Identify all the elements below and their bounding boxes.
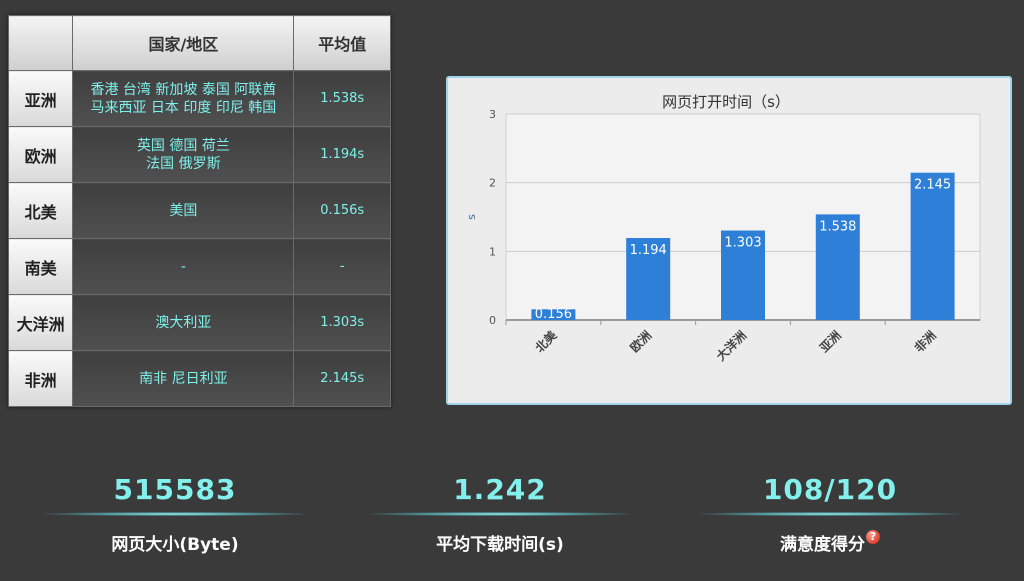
table-row: 非洲 南非 尼日利亚 2.145s: [7, 350, 391, 407]
region-name: 亚洲: [7, 70, 74, 127]
table-row: 南美 - -: [7, 238, 391, 295]
table-row: 欧洲 英国 德国 荷兰 法国 俄罗斯 1.194s: [7, 126, 391, 183]
bar-chart: 网页打开时间（s） s 0 1 2 3 0.156 北美 1.194 欧洲 1.303 大洋洲 1.…: [465, 93, 981, 364]
stat-divider: [45, 512, 305, 516]
bar: [910, 172, 955, 320]
y-axis-label: s: [465, 214, 478, 220]
region-countries: 美国: [72, 182, 295, 239]
y-tick-label: 0: [489, 314, 496, 327]
data-label: 1.303: [724, 236, 761, 251]
region-countries: 英国 德国 荷兰 法国 俄罗斯: [72, 126, 295, 183]
satisfaction-label-wrap: 满意度得分?: [700, 530, 960, 555]
region-name: 北美: [7, 182, 74, 239]
countries-line: 澳大利亚: [155, 314, 212, 331]
countries-line: 英国 德国 荷兰: [136, 137, 230, 154]
satisfaction-value: 108/120: [762, 473, 898, 506]
countries-line: 南非 尼日利亚: [139, 370, 228, 387]
chart-panel: 网页打开时间（s） s 0 1 2 3 0.156 北美 1.194 欧洲 1.303 大洋洲 1.…: [446, 76, 1012, 405]
header-countries: 国家/地区: [72, 15, 295, 71]
region-average: 0.156s: [293, 182, 391, 239]
chart-title: 网页打开时间（s）: [662, 93, 790, 111]
region-name: 非洲: [7, 350, 74, 407]
header-average: 平均值: [293, 15, 391, 71]
region-table: 国家/地区 平均值 亚洲 香港 台湾 新加坡 泰国 阿联酋 马来西亚 日本 印度 …: [7, 15, 391, 407]
y-tick-label: 1: [489, 245, 496, 258]
bar: [721, 230, 765, 320]
countries-line: 马来西亚 日本 印度 印尼 韩国: [90, 99, 277, 116]
region-average: -: [293, 238, 391, 295]
y-tick-label: 3: [489, 108, 496, 121]
countries-line: 美国: [169, 202, 198, 219]
region-name: 大洋洲: [7, 294, 74, 351]
countries-line: 法国 俄罗斯: [146, 155, 221, 172]
x-tick-label: 欧洲: [627, 328, 655, 356]
page-size-value: 515583: [113, 473, 237, 506]
page-size-label: 网页大小(Byte): [111, 535, 239, 555]
plot-area: 0 1 2 3 0.156 北美 1.194 欧洲 1.303 大洋洲 1.538 亚洲 2.145 非洲: [489, 108, 981, 364]
x-tick-label: 亚洲: [817, 328, 844, 355]
region-average: 1.194s: [293, 126, 391, 183]
region-average: 1.538s: [293, 70, 391, 127]
bar: [626, 238, 671, 320]
table-header-row: 国家/地区 平均值: [7, 15, 391, 71]
data-label: 1.538: [819, 219, 856, 234]
x-tick-label: 非洲: [911, 328, 939, 356]
stat-divider: [700, 512, 960, 516]
table-row: 北美 美国 0.156s: [7, 182, 391, 239]
stat-divider: [370, 512, 630, 516]
region-name: 南美: [7, 238, 74, 295]
table-row: 大洋洲 澳大利亚 1.303s: [7, 294, 391, 351]
data-label: 1.194: [630, 243, 667, 258]
question-icon[interactable]: ?: [866, 530, 880, 544]
y-tick-label: 2: [489, 177, 496, 190]
stat-page-size: 515583 网页大小(Byte): [45, 470, 305, 555]
region-average: 1.303s: [293, 294, 391, 351]
region-countries: 香港 台湾 新加坡 泰国 阿联酋 马来西亚 日本 印度 印尼 韩国: [72, 70, 295, 127]
data-label: 0.156: [535, 307, 572, 322]
stat-satisfaction: 108/120 满意度得分?: [700, 470, 960, 555]
stat-avg-download: 1.242 平均下载时间(s): [370, 470, 630, 555]
bar: [531, 309, 576, 320]
x-tick-label: 北美: [532, 327, 560, 355]
table-row: 亚洲 香港 台湾 新加坡 泰国 阿联酋 马来西亚 日本 印度 印尼 韩国 1.53…: [7, 70, 391, 127]
header-corner: [7, 15, 74, 71]
data-label: 2.145: [914, 178, 951, 193]
region-countries: 南非 尼日利亚: [72, 350, 295, 407]
region-name: 欧洲: [7, 126, 74, 183]
avg-download-label: 平均下载时间(s): [436, 535, 564, 555]
countries-line: 香港 台湾 新加坡 泰国 阿联酋: [90, 81, 277, 98]
region-countries: -: [72, 238, 295, 295]
avg-download-value: 1.242: [453, 473, 547, 506]
satisfaction-label: 满意度得分: [780, 535, 865, 555]
region-average: 2.145s: [293, 350, 391, 407]
countries-line: -: [180, 258, 186, 275]
region-countries: 澳大利亚: [72, 294, 295, 351]
bar: [815, 214, 860, 320]
x-tick-label: 大洋洲: [713, 328, 749, 364]
